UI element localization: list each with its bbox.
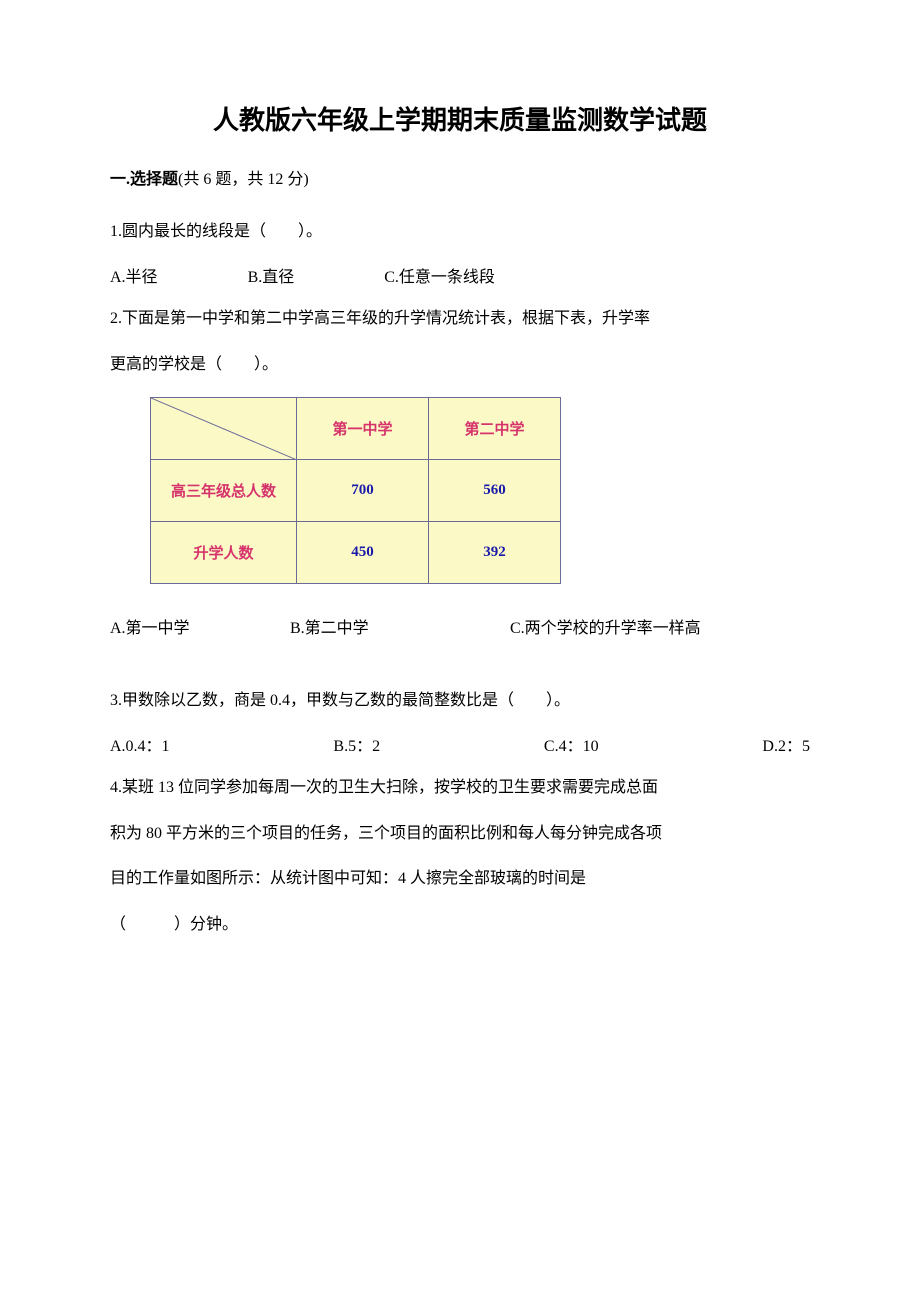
table-header: 第一中学 — [297, 398, 429, 460]
table-row: 升学人数 450 392 — [151, 522, 561, 584]
q3-opt-d: D.2：5 — [762, 726, 810, 768]
table-cell: 392 — [429, 522, 561, 584]
q3-text: 3.甲数除以乙数，商是 0.4，甲数与乙数的最简整数比是（ ）。 — [110, 680, 810, 722]
q1-opt-c: C.任意一条线段 — [384, 257, 495, 299]
table-cell: 700 — [297, 460, 429, 522]
section-label-rest: (共 6 题，共 12 分) — [178, 171, 309, 188]
section-label-bold: 一.选择题 — [110, 171, 178, 188]
q1-options: A.半径 B.直径 C.任意一条线段 — [110, 257, 810, 299]
table-cell: 450 — [297, 522, 429, 584]
q2-line2: 更高的学校是（ ）。 — [110, 344, 810, 386]
spacer — [110, 650, 810, 680]
table-row: 高三年级总人数 700 560 — [151, 460, 561, 522]
q4-line1: 4.某班 13 位同学参加每周一次的卫生大扫除，按学校的卫生要求需要完成总面 — [110, 767, 810, 809]
q3-opt-a: A.0.4：1 — [110, 726, 170, 768]
table-row-label: 升学人数 — [151, 522, 297, 584]
q1-text: 1.圆内最长的线段是（ ）。 — [110, 211, 810, 253]
table-diag-cell — [151, 398, 297, 460]
diagonal-line-icon — [151, 398, 297, 460]
q2-table: 第一中学 第二中学 高三年级总人数 700 560 升学人数 450 392 — [150, 397, 561, 584]
q1-opt-a: A.半径 — [110, 257, 158, 299]
q4-line2: 积为 80 平方米的三个项目的任务，三个项目的面积比例和每人每分钟完成各项 — [110, 813, 810, 855]
table-header: 第二中学 — [429, 398, 561, 460]
section-header: 一.选择题(共 6 题，共 12 分) — [110, 165, 810, 189]
q2-options: A.第一中学 B.第二中学 C.两个学校的升学率一样高 — [110, 608, 810, 650]
q4-line4: （ ）分钟。 — [110, 904, 810, 946]
page-title: 人教版六年级上学期期末质量监测数学试题 — [110, 100, 810, 137]
q3-opt-c: C.4：10 — [544, 726, 599, 768]
table-row-label: 高三年级总人数 — [151, 460, 297, 522]
table-cell: 560 — [429, 460, 561, 522]
q1-opt-b: B.直径 — [248, 257, 295, 299]
q3-opt-b: B.5：2 — [333, 726, 380, 768]
q2-opt-a: A.第一中学 — [110, 608, 290, 650]
q4-line3: 目的工作量如图所示：从统计图中可知：4 人擦完全部玻璃的时间是 — [110, 858, 810, 900]
table-row: 第一中学 第二中学 — [151, 398, 561, 460]
q2-opt-b: B.第二中学 — [290, 608, 510, 650]
q3-options: A.0.4：1 B.5：2 C.4：10 D.2：5 — [110, 726, 810, 768]
q2-line1: 2.下面是第一中学和第二中学高三年级的升学情况统计表，根据下表，升学率 — [110, 298, 810, 340]
q2-opt-c: C.两个学校的升学率一样高 — [510, 608, 701, 650]
